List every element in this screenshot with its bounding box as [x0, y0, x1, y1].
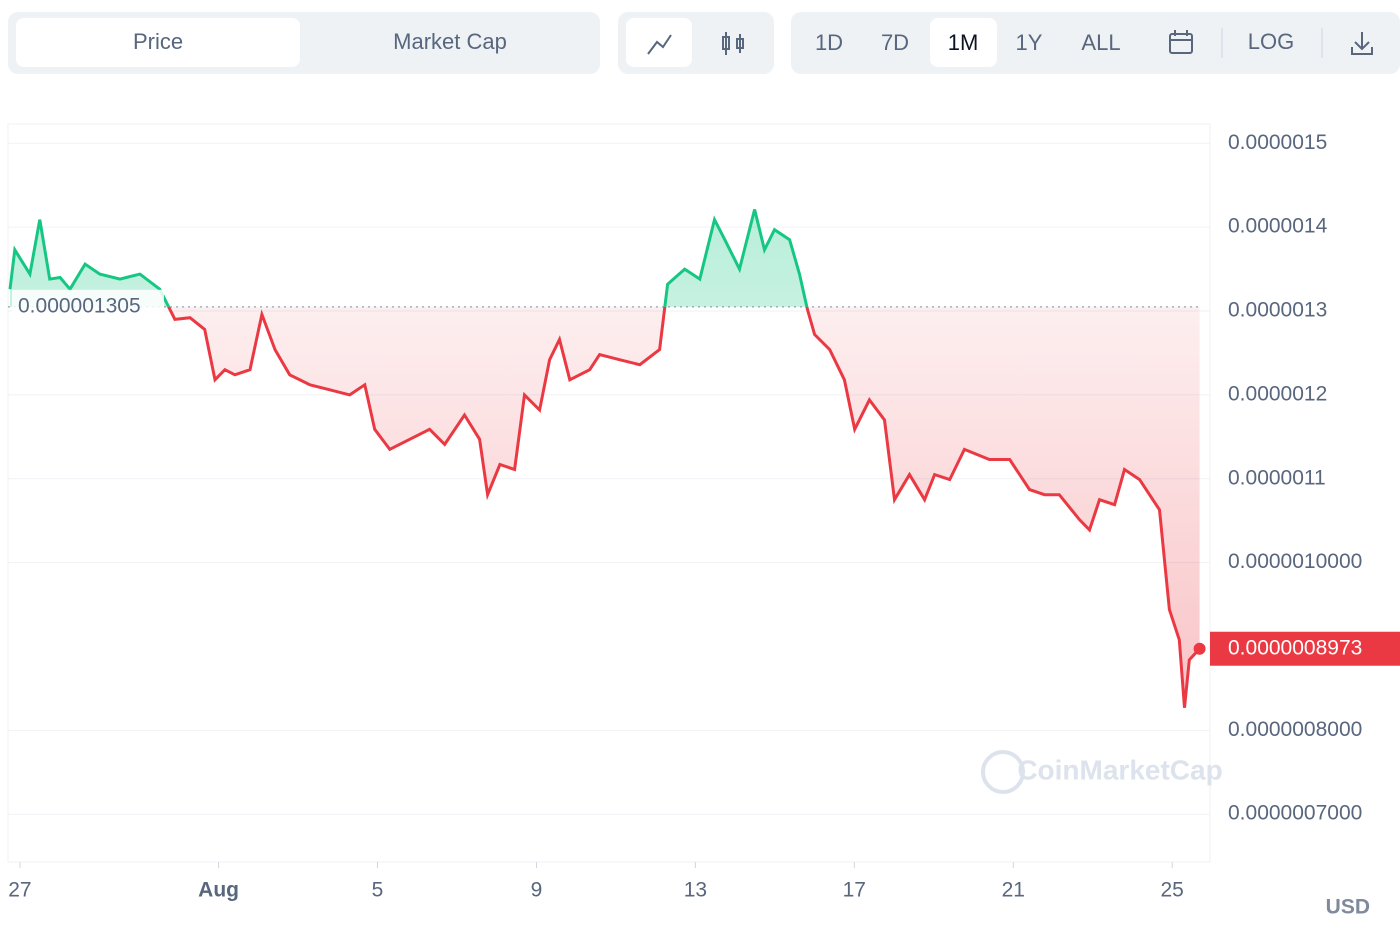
- range-button[interactable]: ALL: [1081, 30, 1120, 55]
- price-line-down: [166, 306, 1201, 708]
- log-button[interactable]: LOG: [1248, 29, 1294, 54]
- x-tick-label: 27: [8, 879, 31, 902]
- y-tick-label: 0.0000010000: [1228, 550, 1362, 573]
- line-icon: [647, 34, 672, 55]
- y-tick-label: 0.0000013: [1228, 299, 1327, 322]
- download-icon[interactable]: [1351, 32, 1373, 55]
- y-tick-label: 0.0000012: [1228, 382, 1327, 405]
- y-tick-label: 0.0000014: [1228, 215, 1328, 238]
- x-tick-label: 17: [843, 879, 866, 902]
- range-button[interactable]: 1D: [815, 30, 843, 55]
- range-button[interactable]: 7D: [881, 30, 909, 55]
- currency-label: USD: [1326, 896, 1370, 919]
- range-button[interactable]: 1Y: [1016, 30, 1043, 55]
- candle-icon[interactable]: [722, 32, 744, 55]
- y-tick-label: 0.0000007000: [1228, 802, 1362, 825]
- watermark: CoinMarketCap: [1017, 754, 1222, 785]
- y-tick-label: 0.0000008000: [1228, 718, 1362, 741]
- plot-frame: [7, 123, 1211, 863]
- view-button-bg: [16, 18, 300, 67]
- baseline-label: 0.000001305: [18, 294, 141, 317]
- range-button[interactable]: 1M: [948, 30, 979, 55]
- x-tick-label: 25: [1161, 879, 1184, 902]
- x-tick-label: 13: [684, 879, 707, 902]
- watermark-logo: [981, 750, 1025, 794]
- x-tick-label: 21: [1002, 879, 1025, 902]
- y-tick-label: 0.0000011: [1228, 466, 1326, 489]
- area-down: [9, 306, 1200, 708]
- view-button[interactable]: Price: [133, 29, 183, 54]
- view-button[interactable]: Market Cap: [393, 29, 507, 54]
- x-tick-label: Aug: [198, 879, 239, 902]
- x-tick-label: 9: [531, 879, 543, 902]
- range-button-bg: [930, 18, 997, 67]
- calendar-icon[interactable]: [1169, 30, 1193, 54]
- y-tick-label: 0.0000015: [1228, 131, 1327, 154]
- current-price-label: 0.0000008973: [1228, 636, 1362, 659]
- current-price-bg: [1210, 631, 1400, 666]
- last-point: [1193, 642, 1206, 655]
- x-tick-label: 5: [372, 879, 384, 902]
- baseline-label-bg: [12, 289, 164, 324]
